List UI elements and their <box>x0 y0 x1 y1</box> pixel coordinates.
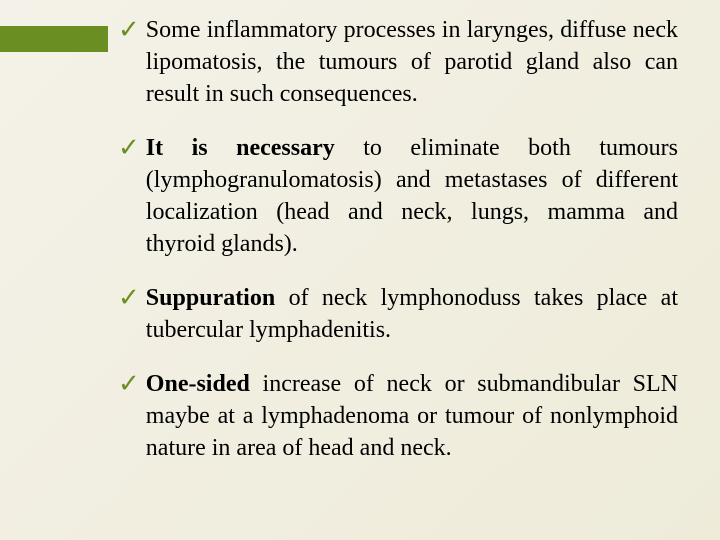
checkmark-icon: ✓ <box>118 132 140 260</box>
accent-bar <box>0 26 108 52</box>
bullet-text: Some inflammatory processes in larynges,… <box>146 14 678 110</box>
checkmark-icon: ✓ <box>118 14 140 110</box>
list-item: ✓ It is necessary to eliminate both tumo… <box>118 132 678 260</box>
bullet-text: Suppuration of neck lymphonoduss takes p… <box>146 282 678 346</box>
list-item: ✓ One-sided increase of neck or submandi… <box>118 368 678 464</box>
bullet-text: It is necessary to eliminate both tumour… <box>146 132 678 260</box>
list-item: ✓ Some inflammatory processes in larynge… <box>118 14 678 110</box>
checkmark-icon: ✓ <box>118 282 140 346</box>
slide-content: ✓ Some inflammatory processes in larynge… <box>118 14 678 486</box>
list-item: ✓ Suppuration of neck lymphonoduss takes… <box>118 282 678 346</box>
bullet-text: One-sided increase of neck or submandibu… <box>146 368 678 464</box>
checkmark-icon: ✓ <box>118 368 140 464</box>
